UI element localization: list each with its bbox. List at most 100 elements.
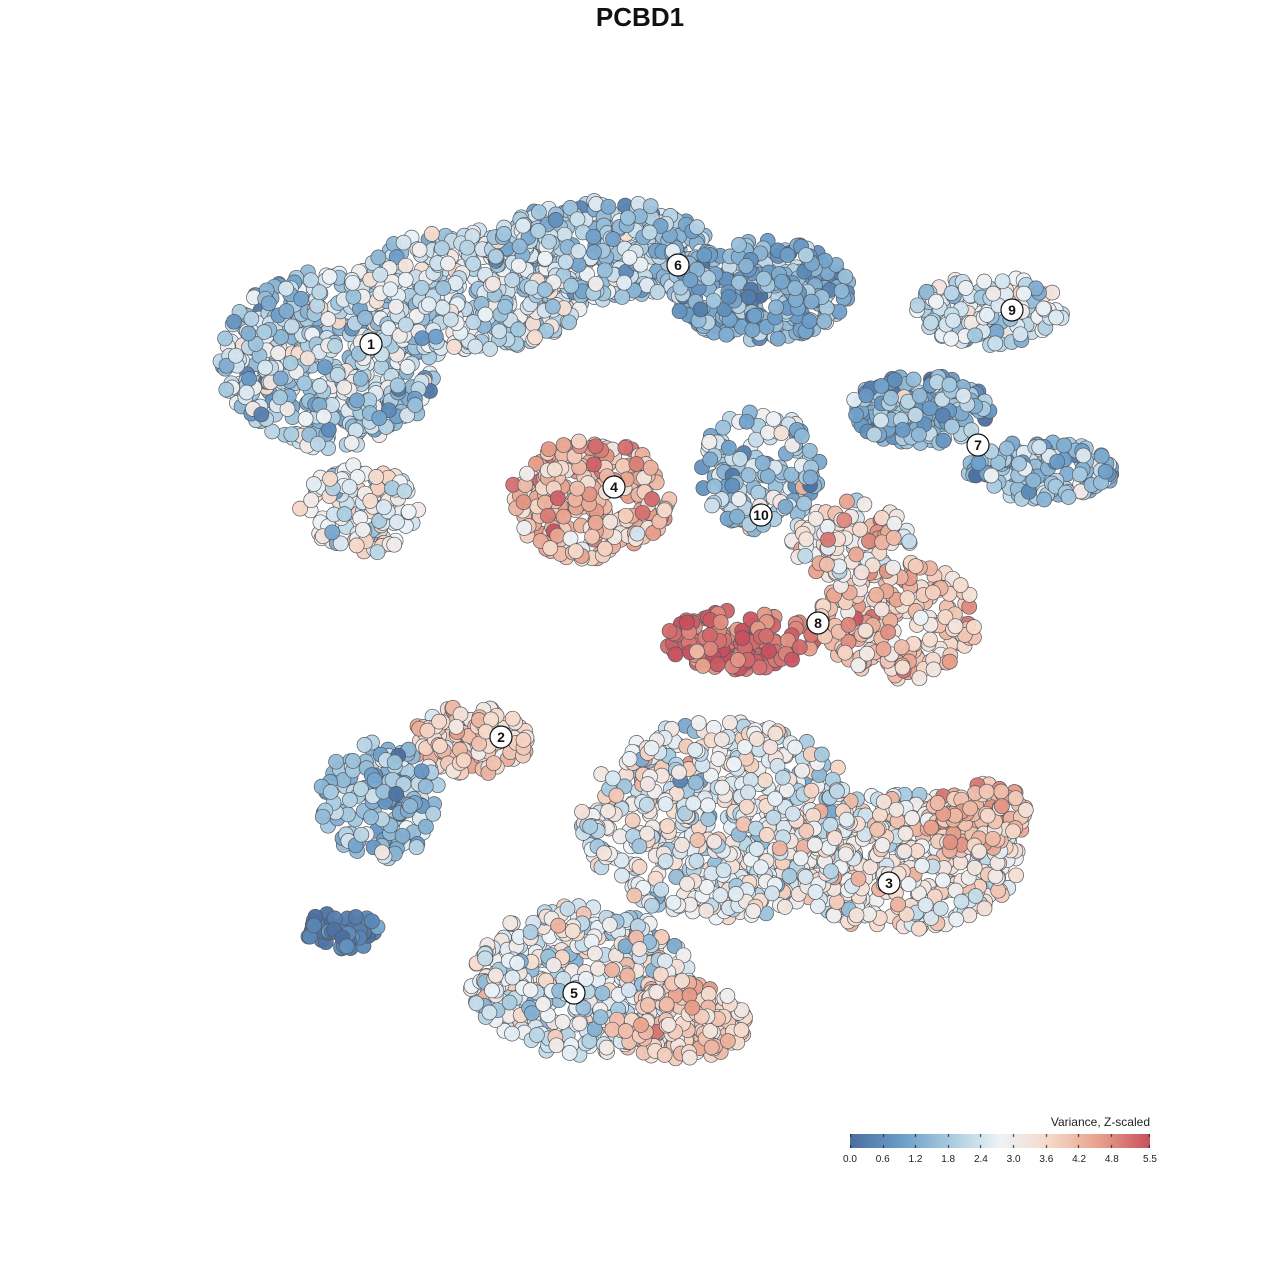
scatter-point — [1031, 439, 1048, 455]
scatter-point — [794, 762, 810, 779]
scatter-point — [868, 586, 885, 603]
scatter-point — [740, 467, 757, 484]
scatter-point — [442, 311, 459, 328]
scatter-point — [649, 284, 666, 300]
scatter-point — [689, 832, 706, 848]
scatter-point — [299, 350, 316, 367]
scatter-point — [542, 540, 559, 556]
scatter-point — [434, 299, 451, 316]
scatter-point — [714, 779, 730, 796]
scatter-point — [798, 247, 814, 264]
scatter-point — [768, 299, 784, 316]
scatter-point — [661, 623, 678, 639]
scatter-point — [582, 818, 598, 835]
scatter-point — [777, 899, 793, 915]
scatter-point — [594, 985, 611, 1002]
scatter-point — [839, 493, 855, 510]
scatter-point — [755, 270, 772, 287]
scatter-point — [510, 257, 527, 274]
scatter-point — [745, 903, 762, 919]
scatter-point — [272, 389, 288, 406]
scatter-point — [535, 996, 552, 1012]
scatter-point — [631, 941, 648, 957]
scatter-point — [586, 456, 602, 473]
scatter-point — [837, 644, 853, 661]
scatter-point — [967, 327, 983, 344]
scatter-point — [554, 1014, 571, 1030]
scatter-point — [314, 808, 331, 825]
scatter-point — [530, 223, 547, 239]
scatter-point — [899, 590, 916, 607]
scatter-point — [875, 641, 892, 658]
scatter-point — [218, 357, 235, 374]
scatter-point — [310, 435, 326, 452]
scatter-point — [629, 525, 646, 542]
scatter-point — [482, 341, 498, 357]
scatter-point — [952, 577, 969, 593]
scatter-point — [698, 902, 715, 919]
scatter-point — [446, 339, 462, 355]
scatter-point — [840, 617, 857, 633]
scatter-point — [587, 438, 604, 455]
scatter-point — [414, 330, 431, 347]
scatter-point — [355, 521, 371, 538]
scatter-point — [869, 821, 886, 838]
scatter-point — [1075, 447, 1092, 464]
scatter-point — [764, 885, 780, 902]
scatter-point — [985, 285, 1002, 302]
scatter-point — [584, 528, 600, 545]
scatter-point — [712, 887, 729, 904]
scatter-point — [731, 491, 747, 507]
scatter-point — [320, 311, 337, 327]
scatter-point — [810, 898, 826, 915]
scatter-point — [976, 900, 993, 917]
scatter-point — [922, 400, 938, 417]
scatter-point — [722, 714, 738, 731]
scatter-point — [779, 247, 796, 263]
scatter-point — [353, 781, 369, 797]
scatter-point — [600, 803, 616, 819]
scatter-point — [440, 255, 456, 272]
scatter-point — [332, 535, 349, 552]
scatter-point — [656, 502, 673, 519]
scatter-point — [574, 803, 590, 820]
scatter-point — [605, 770, 621, 787]
scatter-point — [389, 377, 406, 394]
scatter-point — [758, 827, 775, 843]
scatter-point — [352, 370, 369, 387]
scatter-point — [706, 478, 723, 495]
scatter-point — [292, 500, 308, 517]
scatter-point — [734, 630, 751, 646]
scatter-point — [485, 755, 502, 772]
scatter-point — [614, 289, 631, 305]
scatter-point — [746, 307, 763, 324]
scatter-point — [641, 224, 658, 241]
scatter-point — [408, 839, 425, 856]
scatter-point — [797, 547, 814, 564]
scatter-point — [911, 670, 928, 687]
scatter-point — [487, 967, 504, 984]
scatter-point — [657, 953, 673, 969]
scatter-point — [432, 738, 448, 754]
scatter-point — [922, 631, 938, 648]
scatter-point — [738, 798, 755, 815]
scatter-point — [509, 955, 526, 971]
scatter-point — [485, 275, 501, 292]
scatter-point — [388, 786, 405, 802]
scatter-point — [397, 271, 414, 288]
scatter-point — [659, 818, 676, 834]
scatter-point — [644, 897, 660, 914]
scatter-point — [621, 249, 638, 266]
scatter-point — [1035, 300, 1052, 317]
scatter-point — [820, 531, 836, 548]
scatter-point — [657, 796, 674, 813]
scatter-point — [545, 957, 562, 973]
scatter-point — [909, 297, 926, 314]
scatter-point — [386, 536, 403, 553]
scatter-point — [516, 520, 533, 536]
scatter-point — [1071, 466, 1088, 483]
scatter-point — [477, 950, 493, 967]
scatter-point — [283, 426, 300, 443]
scatter-point — [555, 508, 572, 525]
scatter-point — [852, 521, 868, 538]
